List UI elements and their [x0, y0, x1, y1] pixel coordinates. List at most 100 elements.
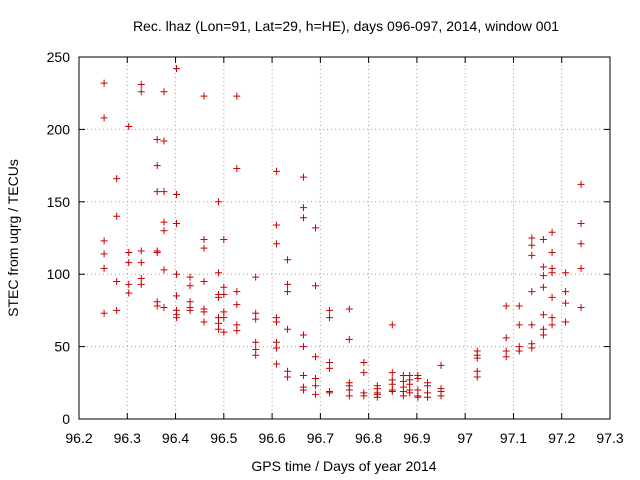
data-point [137, 259, 145, 267]
x-tick-label: 97.2 [548, 430, 575, 446]
data-point [186, 306, 194, 314]
y-tick-label: 50 [54, 339, 70, 355]
data-point [345, 335, 353, 343]
data-point [220, 314, 228, 322]
data-point [388, 369, 396, 377]
data-point [399, 392, 407, 400]
data-point [186, 282, 194, 290]
data-point [153, 188, 161, 196]
data-point [539, 272, 547, 280]
y-tick-label: 200 [47, 121, 71, 137]
data-point [220, 283, 228, 291]
data-point [272, 318, 280, 326]
data-point [577, 264, 585, 272]
data-point [299, 372, 307, 380]
data-point [345, 392, 353, 400]
data-point [113, 212, 121, 220]
data-point [252, 351, 260, 359]
data-point [424, 382, 432, 390]
data-point [299, 386, 307, 394]
data-point [284, 288, 292, 296]
y-tick-label: 150 [47, 194, 71, 210]
data-point [562, 318, 570, 326]
data-point [360, 369, 368, 377]
data-point [373, 393, 381, 401]
chart-title: Rec. lhaz (Lon=91, Lat=29, h=HE), days 0… [133, 18, 559, 34]
data-point [360, 392, 368, 400]
data-point [233, 164, 241, 172]
data-point [502, 302, 510, 310]
data-point [299, 173, 307, 181]
data-point [539, 283, 547, 291]
data-point [160, 227, 168, 235]
data-point [515, 347, 523, 355]
data-point [284, 373, 292, 381]
data-point [113, 175, 121, 183]
x-tick-label: 96.9 [403, 430, 430, 446]
data-point [186, 273, 194, 281]
data-point [200, 244, 208, 252]
data-point [539, 331, 547, 339]
data-point [548, 269, 556, 277]
data-point [360, 359, 368, 367]
data-point [100, 264, 108, 272]
data-point [388, 387, 396, 395]
x-tick-label: 96.4 [162, 430, 189, 446]
y-axis-label: STEC from uqrg / TECUs [5, 159, 21, 317]
data-point [528, 241, 536, 249]
data-point [326, 389, 334, 397]
data-point [215, 198, 223, 206]
axis-ticks [78, 56, 611, 420]
data-point [539, 311, 547, 319]
data-point [100, 79, 108, 87]
data-point [406, 389, 414, 397]
y-tick-label: 0 [62, 411, 70, 427]
data-point [528, 251, 536, 259]
data-point [220, 235, 228, 243]
data-point [548, 293, 556, 301]
data-point [345, 305, 353, 313]
data-point [200, 235, 208, 243]
data-point [173, 270, 181, 278]
data-point [173, 292, 181, 300]
data-point [160, 188, 168, 196]
data-point [160, 218, 168, 226]
data-point [284, 325, 292, 333]
data-point [173, 220, 181, 228]
data-point [414, 393, 422, 401]
data-point [326, 306, 334, 314]
data-point [548, 228, 556, 236]
data-point [272, 360, 280, 368]
data-point [200, 92, 208, 100]
data-point [137, 280, 145, 288]
data-point [539, 263, 547, 271]
data-point [113, 306, 121, 314]
data-point [473, 373, 481, 381]
data-point [548, 321, 556, 329]
data-point [100, 309, 108, 317]
data-point [173, 314, 181, 322]
data-point [326, 364, 334, 372]
data-point [437, 392, 445, 400]
y-tick-labels: 0 50 100 150 200 250 [47, 49, 71, 427]
data-point [125, 280, 133, 288]
data-point [577, 240, 585, 248]
data-point [153, 162, 161, 170]
x-tick-label: 96.7 [307, 430, 334, 446]
x-tick-label: 97.3 [596, 430, 623, 446]
data-point [299, 343, 307, 351]
grid-lines [79, 57, 610, 419]
data-point [388, 321, 396, 329]
data-point [220, 290, 228, 298]
data-point [215, 325, 223, 333]
data-point [233, 92, 241, 100]
data-point [125, 123, 133, 131]
data-point [200, 277, 208, 285]
data-point [437, 361, 445, 369]
data-point [252, 338, 260, 346]
data-point [577, 180, 585, 188]
data-point [312, 282, 320, 290]
data-point [562, 299, 570, 307]
data-point [539, 235, 547, 243]
